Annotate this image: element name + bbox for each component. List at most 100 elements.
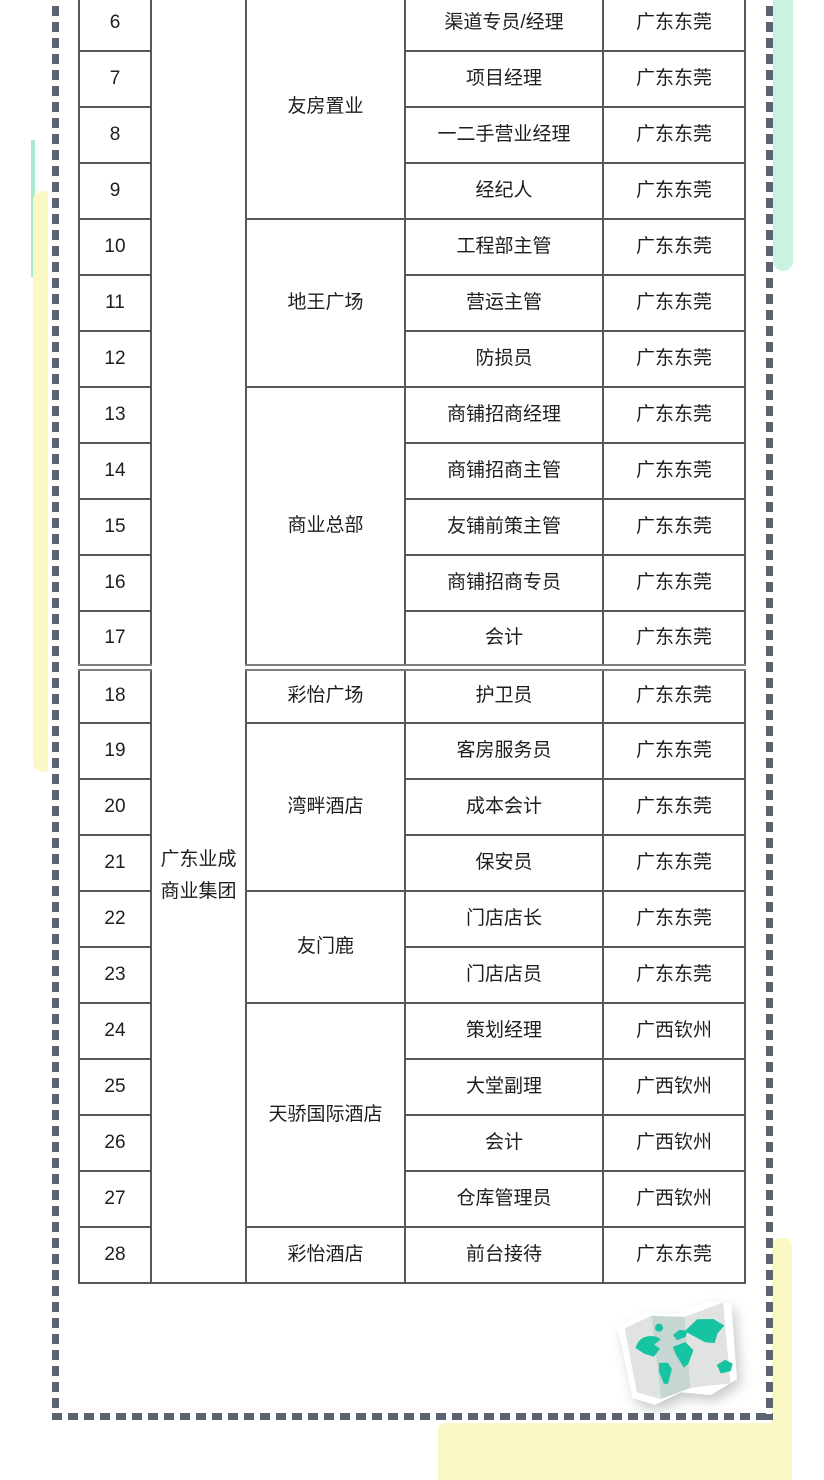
dashed-border-bottom	[52, 1413, 773, 1420]
company-cell: 天骄国际酒店	[245, 1002, 406, 1228]
row-number-cell: 27	[78, 1170, 152, 1228]
position-cell: 一二手营业经理	[404, 106, 604, 164]
table-row: 17 会计 广东东莞	[78, 610, 746, 668]
location-cell: 广东东莞	[602, 1226, 746, 1284]
table-row: 7 项目经理 广东东莞	[78, 50, 746, 108]
map-continents	[635, 1319, 733, 1384]
table-row: 28 彩怡酒店 前台接待 广东东莞	[78, 1226, 746, 1284]
location-cell: 广东东莞	[602, 274, 746, 332]
position-cell: 经纪人	[404, 162, 604, 220]
location-cell: 广东东莞	[602, 890, 746, 948]
group-cell: 广东业成 商业集团	[150, 0, 247, 1284]
dashed-border-left	[52, 0, 59, 1420]
row-number-cell: 15	[78, 498, 152, 556]
row-number-cell: 8	[78, 106, 152, 164]
world-map-icon	[612, 1298, 748, 1412]
row-number-cell: 14	[78, 442, 152, 500]
position-cell: 防损员	[404, 330, 604, 388]
table-row: 26 会计 广西钦州	[78, 1114, 746, 1172]
table-row: 20 成本会计 广东东莞	[78, 778, 746, 836]
table-row: 25 大堂副理 广西钦州	[78, 1058, 746, 1116]
row-number-cell: 21	[78, 834, 152, 892]
row-number-cell: 13	[78, 386, 152, 444]
position-cell: 客房服务员	[404, 722, 604, 780]
company-cell: 商业总部	[245, 386, 406, 668]
row-number-cell: 22	[78, 890, 152, 948]
recruitment-table-body: 6 广东业成 商业集团 友房置业 渠道专员/经理 广东东莞 7 项目经理 广东东莞 8 一二手营业经…	[78, 0, 746, 1284]
position-cell: 成本会计	[404, 778, 604, 836]
position-cell: 会计	[404, 1114, 604, 1172]
table-row: 23 门店店员 广东东莞	[78, 946, 746, 1004]
dashed-border-right	[766, 0, 773, 1420]
location-cell: 广东东莞	[602, 218, 746, 276]
yellow-strip-bottom-right	[772, 1238, 792, 1480]
table-row: 18 彩怡广场 护卫员 广东东莞	[78, 663, 746, 724]
table-row: 19 湾畔酒店 客房服务员 广东东莞	[78, 722, 746, 892]
location-cell: 广东东莞	[602, 330, 746, 388]
table-row: 22 友门鹿 门店店长 广东东莞	[78, 890, 746, 1004]
row-number-cell: 25	[78, 1058, 152, 1116]
position-cell: 友铺前策主管	[404, 498, 604, 556]
row-number-cell: 17	[78, 610, 152, 668]
table-row: 21 保安员 广东东莞	[78, 834, 746, 892]
mint-rect-top-right	[773, 0, 793, 271]
row-number-cell: 28	[78, 1226, 152, 1284]
location-cell: 广东东莞	[602, 554, 746, 612]
row-number-cell: 12	[78, 330, 152, 388]
table-row: 24 天骄国际酒店 策划经理 广西钦州	[78, 1002, 746, 1228]
row-number-cell: 11	[78, 274, 152, 332]
location-cell: 广东东莞	[602, 0, 746, 52]
position-cell: 门店店员	[404, 946, 604, 1004]
row-number-cell: 16	[78, 554, 152, 612]
row-number-cell: 18	[78, 663, 152, 724]
position-cell: 营运主管	[404, 274, 604, 332]
table-row: 8 一二手营业经理 广东东莞	[78, 106, 746, 164]
location-cell: 广东东莞	[602, 50, 746, 108]
location-cell: 广西钦州	[602, 1002, 746, 1060]
position-cell: 护卫员	[404, 663, 604, 724]
table-row: 9 经纪人 广东东莞	[78, 162, 746, 220]
row-number-cell: 23	[78, 946, 152, 1004]
position-cell: 门店店长	[404, 890, 604, 948]
position-cell: 渠道专员/经理	[404, 0, 604, 52]
yellow-strip-left	[33, 191, 48, 772]
location-cell: 广西钦州	[602, 1114, 746, 1172]
yellow-bar-bottom	[438, 1423, 792, 1480]
row-number-cell: 26	[78, 1114, 152, 1172]
position-cell: 会计	[404, 610, 604, 668]
row-number-cell: 10	[78, 218, 152, 276]
position-cell: 项目经理	[404, 50, 604, 108]
group-label-line: 商业集团	[160, 881, 237, 902]
row-number-cell: 9	[78, 162, 152, 220]
table-row: 6 广东业成 商业集团 友房置业 渠道专员/经理 广东东莞	[78, 0, 746, 1284]
company-cell: 友房置业	[245, 0, 406, 220]
location-cell: 广东东莞	[602, 498, 746, 556]
row-number-cell: 24	[78, 1002, 152, 1060]
position-cell: 商铺招商专员	[404, 554, 604, 612]
position-cell: 前台接待	[404, 1226, 604, 1284]
position-cell: 商铺招商主管	[404, 442, 604, 500]
location-cell: 广东东莞	[602, 442, 746, 500]
table-row: 11 营运主管 广东东莞	[78, 274, 746, 332]
table-row: 15 友铺前策主管 广东东莞	[78, 498, 746, 556]
group-label-line: 广东业成	[160, 849, 237, 870]
location-cell: 广西钦州	[602, 1058, 746, 1116]
location-cell: 广东东莞	[602, 106, 746, 164]
location-cell: 广东东莞	[602, 778, 746, 836]
company-cell: 友门鹿	[245, 890, 406, 1004]
table-row: 13 商业总部 商铺招商经理 广东东莞	[78, 386, 746, 668]
table-row: 14 商铺招商主管 广东东莞	[78, 442, 746, 500]
position-cell: 商铺招商经理	[404, 386, 604, 444]
table-row: 10 地王广场 工程部主管 广东东莞	[78, 218, 746, 388]
position-cell: 策划经理	[404, 1002, 604, 1060]
location-cell: 广西钦州	[602, 1170, 746, 1228]
table-row: 12 防损员 广东东莞	[78, 330, 746, 388]
company-cell: 彩怡广场	[245, 663, 406, 724]
position-cell: 保安员	[404, 834, 604, 892]
row-number-cell: 19	[78, 722, 152, 780]
group-label: 广东业成 商业集团	[156, 844, 241, 908]
location-cell: 广东东莞	[602, 722, 746, 780]
table-row: 27 仓库管理员 广西钦州	[78, 1170, 746, 1228]
company-cell: 湾畔酒店	[245, 722, 406, 892]
location-cell: 广东东莞	[602, 386, 746, 444]
